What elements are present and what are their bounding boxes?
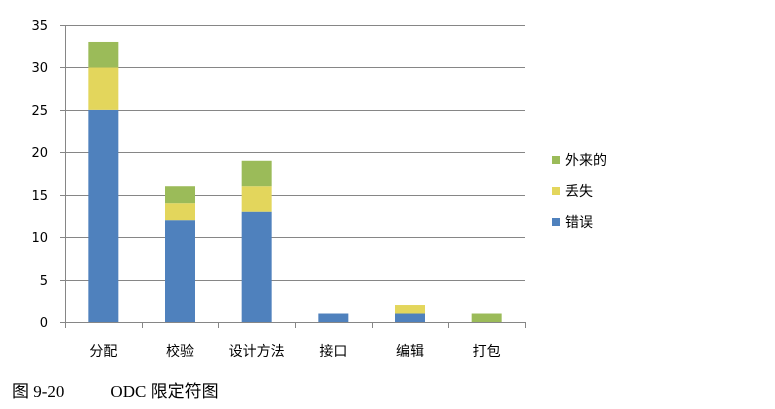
bar-segment-series-3-category-2 xyxy=(165,186,195,204)
x-tick-label: 编辑 xyxy=(396,344,424,360)
bar-segment-series-3-category-3 xyxy=(241,160,272,187)
x-tick-label: 校验 xyxy=(166,343,194,360)
legend-swatch xyxy=(552,187,560,195)
bar-segment-series-2-category-1 xyxy=(88,67,119,110)
y-tick-label: 25 xyxy=(31,104,48,119)
legend-label: 外来的 xyxy=(565,153,607,169)
axes xyxy=(60,25,526,328)
bar-segment-series-1-category-2 xyxy=(165,220,195,322)
bar-segment-series-2-category-5 xyxy=(395,305,425,314)
legend-label: 错误 xyxy=(565,215,593,231)
y-tick-label: 15 xyxy=(31,189,48,204)
legend-item: 错误 xyxy=(552,215,593,231)
legend-label: 丢失 xyxy=(565,184,593,200)
legend-swatch xyxy=(552,218,560,226)
figure-title: ODC 限定符图 xyxy=(110,382,219,401)
x-tick-label: 分配 xyxy=(89,344,117,360)
y-tick-label: 35 xyxy=(31,19,48,34)
figure-caption: 图 9-20 ODC 限定符图 xyxy=(12,377,219,402)
bar-segment-series-2-category-2 xyxy=(165,203,195,221)
bar-segment-series-1-category-4 xyxy=(318,313,349,322)
y-tick-label: 30 xyxy=(31,61,48,76)
bar-segment-series-2-category-3 xyxy=(241,186,272,212)
y-tick-label: 10 xyxy=(31,231,48,246)
legend-item: 丢失 xyxy=(552,184,593,200)
figure-number: 图 9-20 xyxy=(12,382,65,401)
legend-item: 外来的 xyxy=(552,153,607,169)
bar-segment-series-3-category-6 xyxy=(471,313,502,322)
bars xyxy=(88,41,502,322)
x-tick-label: 设计方法 xyxy=(229,344,285,360)
x-tick-label: 接口 xyxy=(319,343,347,360)
y-tick-label: 0 xyxy=(40,316,48,331)
bar-segment-series-1-category-5 xyxy=(395,313,425,322)
x-tick-label: 打包 xyxy=(473,343,501,360)
y-tick-label: 5 xyxy=(40,274,48,289)
bar-segment-series-3-category-1 xyxy=(88,41,119,68)
bar-segment-series-1-category-1 xyxy=(88,109,119,322)
y-tick-label: 20 xyxy=(31,146,48,161)
y-tick-labels: 0 5 10 15 20 25 30 35 xyxy=(31,19,48,331)
x-tick-labels: 分配 校验 设计方法 接口 编辑 打包 xyxy=(89,343,500,360)
legend-swatch xyxy=(552,156,560,164)
gridlines xyxy=(65,25,525,281)
bar-segment-series-1-category-3 xyxy=(241,211,272,322)
